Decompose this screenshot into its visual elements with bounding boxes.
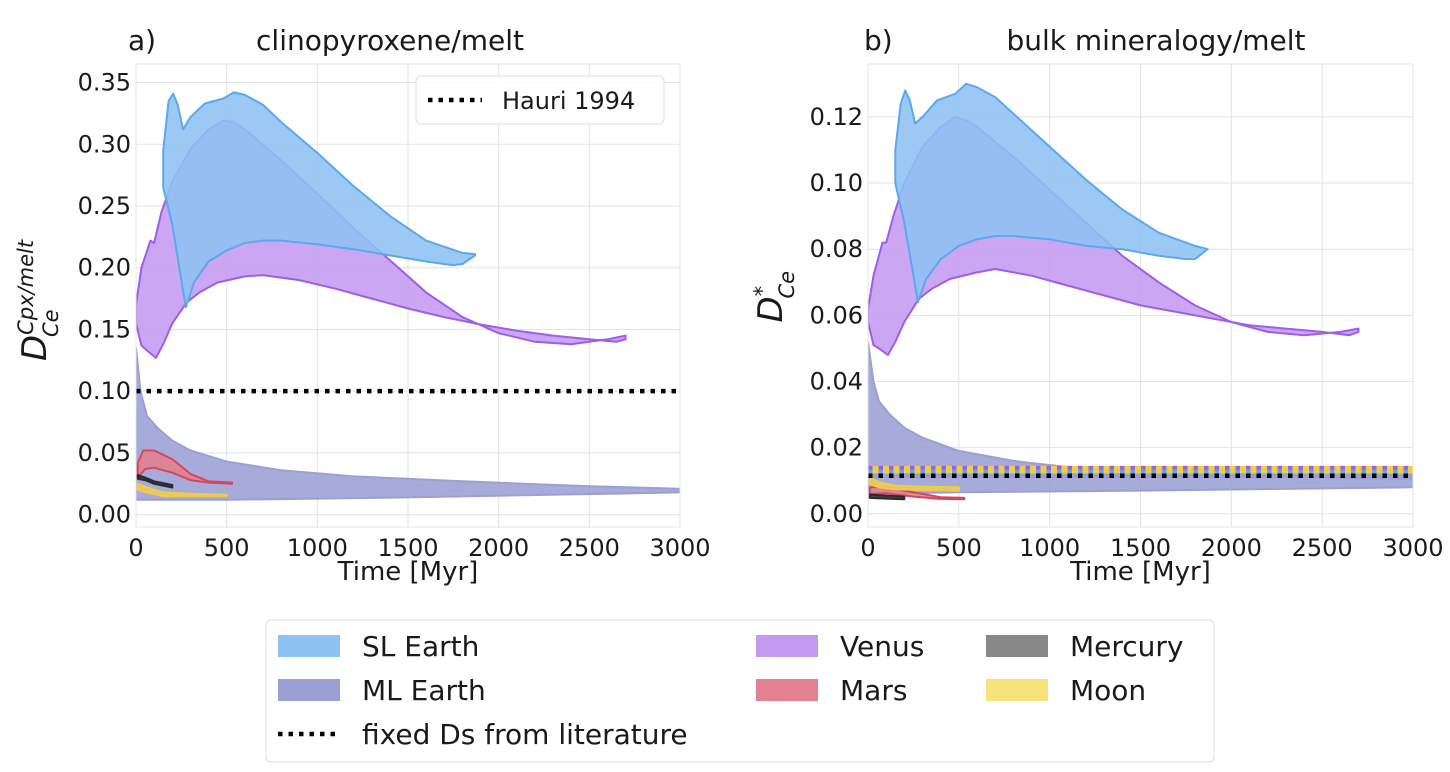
figure-legend: SL Earth ML Earth fixed Ds from literature… (265, 619, 1215, 763)
band-mercury (868, 493, 906, 501)
y-tick-label: 0.10 (810, 169, 863, 197)
band-sl-earth (162, 91, 477, 309)
x-axis-label: Time [Myr] (1069, 557, 1211, 587)
panel-label: b) (864, 24, 893, 57)
x-tick-label: 1500 (1110, 534, 1171, 562)
y-tick-label: 0.02 (810, 434, 863, 462)
x-tick-label: 0 (128, 534, 143, 562)
legend-swatch-moon (986, 679, 1048, 701)
y-axis-label: DCpx/melt Ce (14, 239, 63, 361)
y-tick-label: 0.30 (78, 130, 131, 158)
legend-label-mars: Mars (840, 674, 907, 707)
legend-label-sl-earth: SL Earth (362, 630, 479, 663)
plot-area (136, 91, 680, 501)
y-tick-label: 0.00 (810, 500, 863, 528)
chart-title: bulk mineralogy/melt (1006, 24, 1305, 57)
legend-label-venus: Venus (840, 630, 924, 663)
y-tick-label: 0.08 (810, 235, 863, 263)
band-mars (868, 486, 966, 501)
x-tick-label: 500 (204, 534, 250, 562)
y-axis-label: D* Ce (750, 271, 799, 323)
y-tick-label: 0.04 (810, 367, 863, 395)
band-sl-earth (894, 82, 1209, 304)
svg-text:D*: D* (750, 286, 791, 323)
band-moon (136, 482, 228, 498)
chart-title: clinopyroxene/melt (256, 24, 524, 57)
legend-box (415, 75, 665, 125)
panel-a: 0 500 1000 1500 2000 2500 3000 0.00 0.05 0.10 0.15… (14, 24, 711, 587)
legend-label-fixed-ds-from-literature: fixed Ds from literature (362, 718, 688, 751)
y-tick-label: 0.05 (78, 439, 131, 467)
y-tick-label: 0.20 (78, 254, 131, 282)
x-axis-label: Time [Myr] (337, 557, 479, 587)
svg-text:Ce: Ce (39, 309, 63, 337)
x-tick-label: 1500 (377, 534, 438, 562)
svg-text:Ce: Ce (775, 271, 799, 299)
plot-area (868, 82, 1413, 501)
legend-swatch-mercury (986, 635, 1048, 657)
legend-label: Hauri 1994 (502, 87, 635, 115)
legend-frame (265, 619, 1215, 763)
x-tick-label: 2000 (468, 534, 529, 562)
y-tick-label: 0.25 (78, 192, 131, 220)
y-tick-label: 0.15 (78, 315, 131, 343)
panel-b: 0 500 1000 1500 2000 2500 3000 0.00 0.02 0.04 0.06… (750, 24, 1444, 587)
band-mars (136, 449, 234, 485)
y-tick-label: 0.12 (810, 103, 863, 131)
legend-label-moon: Moon (1070, 674, 1146, 707)
x-tick-label: 2000 (1201, 534, 1262, 562)
tick-labels: 0 500 1000 1500 2000 2500 3000 0.00 0.05 0.10 0.15… (78, 69, 711, 562)
legend-label-mercury: Mercury (1070, 630, 1184, 663)
legend-swatch-ml-earth (278, 679, 340, 701)
x-tick-label: 3000 (649, 534, 710, 562)
plot-frame (135, 63, 681, 528)
band-ml-earth (136, 347, 680, 501)
x-tick-label: 1000 (1019, 534, 1080, 562)
y-tick-label: 0.00 (78, 501, 131, 529)
y-tick-label: 0.10 (78, 377, 131, 405)
x-tick-label: 2500 (559, 534, 620, 562)
x-tick-label: 3000 (1382, 534, 1443, 562)
panel-label: a) (128, 24, 156, 57)
y-tick-label: 0.35 (78, 69, 131, 97)
x-tick-label: 500 (936, 534, 982, 562)
axes-legend: Hauri 1994 (415, 75, 665, 125)
y-tick-label: 0.06 (810, 301, 863, 329)
legend-label-ml-earth: ML Earth (362, 674, 486, 707)
legend-swatch-mars (756, 679, 818, 701)
legend-swatch-venus (756, 635, 818, 657)
x-tick-label: 0 (860, 534, 875, 562)
tick-labels: 0 500 1000 1500 2000 2500 3000 0.00 0.02 0.04 0.06… (810, 103, 1444, 562)
plot-frame (867, 63, 1414, 528)
band-mercury (136, 474, 174, 489)
band-moon (868, 476, 960, 492)
svg-text:DCpx/melt: DCpx/melt (14, 239, 55, 361)
x-tick-label: 2500 (1292, 534, 1353, 562)
legend-swatch-sl-earth (278, 635, 340, 657)
x-tick-label: 1000 (287, 534, 348, 562)
